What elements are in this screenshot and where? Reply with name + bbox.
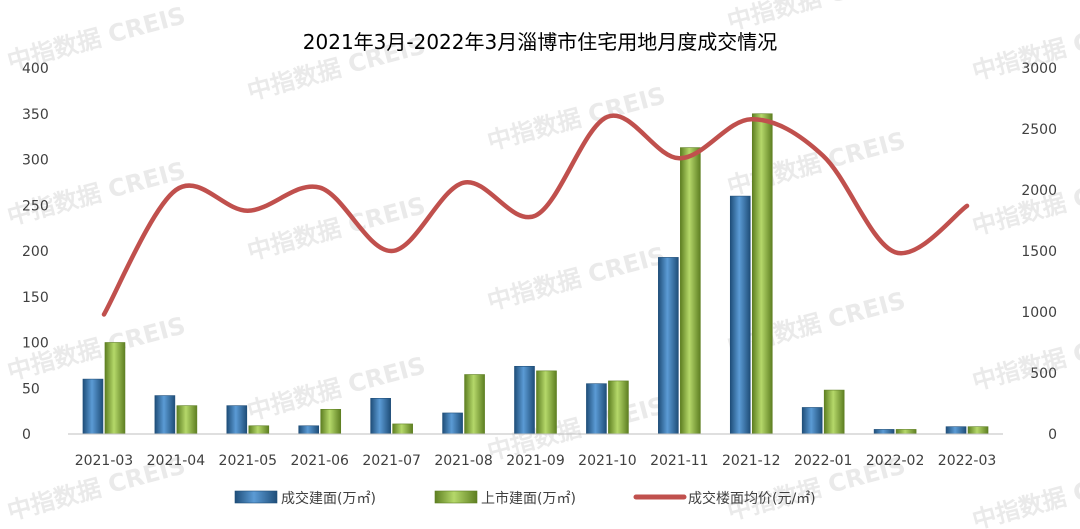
legend: 成交建面(万㎡) 上市建面(万㎡) 成交楼面均价(元/㎡) (234, 490, 816, 507)
x-tick-label: 2021-07 (362, 453, 421, 469)
bar-listed-area-2021-06 (320, 408, 342, 435)
bar-listed-area-2021-08 (464, 374, 485, 435)
bar-listed-area-2021-05 (248, 425, 270, 435)
left-y-tick-label: 150 (22, 290, 49, 306)
bar-listed-area-2022-02 (895, 429, 917, 435)
watermark-text: 中指数据 CREIS (484, 81, 668, 155)
x-tick-label: 2022-03 (938, 453, 997, 469)
bar-deal-area-2021-07 (370, 398, 391, 435)
bar-deal-area-2021-10 (586, 383, 607, 435)
left-y-tick-label: 250 (22, 198, 49, 214)
bar-deal-area-2021-06 (298, 425, 320, 435)
legend-swatch-listed-area (434, 490, 478, 504)
bar-deal-area-2021-03 (82, 378, 104, 435)
watermark-text: 中指数据 CREIS (969, 460, 1080, 529)
left-y-axis: 0 50 100 150 200 250 300 350 400 (22, 61, 49, 443)
legend-swatch-deal-area (234, 490, 278, 504)
bar-listed-area-2021-09 (536, 370, 557, 435)
left-y-tick-label: 100 (22, 336, 49, 352)
watermark-text: 中指数据 CREIS (724, 126, 908, 200)
x-tick-label: 2021-08 (434, 453, 493, 469)
x-tick-label: 2021-11 (650, 453, 709, 469)
x-tick-label: 2022-02 (866, 453, 925, 469)
x-tick-label: 2021-12 (722, 453, 781, 469)
watermark-text: 中指数据 CREIS (969, 321, 1080, 395)
legend-label-deal-area: 成交建面(万㎡) (281, 490, 376, 507)
x-tick-label: 2021-06 (290, 453, 349, 469)
bar-deal-area-2021-12 (729, 195, 751, 435)
line-series-group (101, 113, 970, 317)
right-y-tick-label: 500 (1030, 366, 1057, 382)
left-y-tick-label: 200 (22, 244, 49, 260)
bar-deal-area-2022-02 (873, 429, 895, 435)
right-y-tick-label: 0 (1048, 427, 1057, 443)
bar-deal-area-2022-01 (801, 407, 823, 435)
watermark-text: 中指数据 CREIS (969, 166, 1080, 240)
bar-deal-area-2021-11 (658, 257, 679, 435)
legend-label-listed-area: 上市建面(万㎡) (481, 490, 576, 507)
legend-label-avg-price: 成交楼面均价(元/㎡) (688, 490, 816, 507)
left-y-tick-label: 300 (22, 153, 49, 169)
right-y-tick-label: 3000 (1021, 61, 1057, 77)
x-tick-label: 2021-05 (219, 453, 278, 469)
bar-listed-area-2021-12 (751, 113, 773, 435)
bar-series-group (82, 113, 989, 435)
bar-listed-area-2022-01 (823, 389, 845, 435)
line-avg-price (101, 113, 970, 317)
left-y-tick-label: 400 (22, 61, 49, 77)
watermark-text: 中指数据 CREIS (484, 241, 668, 315)
bar-deal-area-2022-03 (945, 426, 967, 435)
watermark-layer: 中指数据 CREIS 中指数据 CREIS 中指数据 CREIS 中指数据 CREIS… (4, 0, 1080, 529)
left-y-tick-label: 50 (22, 381, 40, 397)
bar-listed-area-2021-04 (176, 405, 198, 435)
right-y-axis: 0 500 1000 1500 2000 2500 3000 (1021, 61, 1057, 443)
x-tick-label: 2021-03 (75, 453, 134, 469)
left-y-tick-label: 350 (22, 107, 49, 123)
watermark-text: 中指数据 CREIS (724, 286, 908, 360)
bar-deal-area-2021-08 (442, 412, 463, 435)
bar-deal-area-2021-04 (154, 395, 176, 435)
bar-listed-area-2021-03 (104, 342, 126, 435)
bar-listed-area-2021-10 (608, 380, 629, 435)
right-y-tick-label: 2500 (1021, 122, 1057, 138)
x-axis-labels: 2021-03 2021-04 2021-05 2021-06 2021-07 2021-… (75, 453, 997, 469)
bar-listed-area-2021-07 (392, 423, 413, 435)
left-y-tick-label: 0 (22, 427, 31, 443)
bar-listed-area-2021-11 (680, 147, 701, 435)
x-tick-label: 2022-01 (794, 453, 853, 469)
right-y-tick-label: 2000 (1021, 183, 1057, 199)
x-tick-label: 2021-04 (147, 453, 206, 469)
chart-title: 2021年3月-2022年3月淄博市住宅用地月度成交情况 (303, 30, 777, 54)
bar-deal-area-2021-09 (514, 365, 535, 435)
bar-deal-area-2021-05 (226, 405, 248, 435)
right-y-tick-label: 1000 (1021, 305, 1057, 321)
bar-listed-area-2022-03 (967, 426, 989, 435)
right-y-tick-label: 1500 (1021, 244, 1057, 260)
x-tick-label: 2021-10 (578, 453, 637, 469)
x-tick-label: 2021-09 (506, 453, 565, 469)
